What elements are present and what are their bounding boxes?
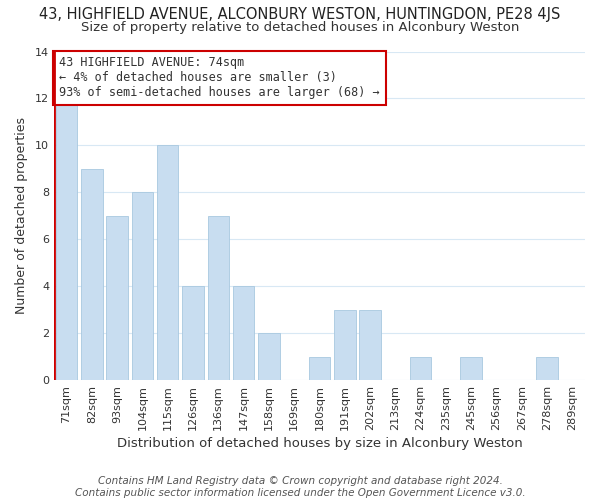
Bar <box>334 310 356 380</box>
Bar <box>81 169 103 380</box>
Text: Contains HM Land Registry data © Crown copyright and database right 2024.
Contai: Contains HM Land Registry data © Crown c… <box>74 476 526 498</box>
Text: 43 HIGHFIELD AVENUE: 74sqm
← 4% of detached houses are smaller (3)
93% of semi-d: 43 HIGHFIELD AVENUE: 74sqm ← 4% of detac… <box>59 56 380 100</box>
Bar <box>258 333 280 380</box>
Bar <box>410 356 431 380</box>
Bar <box>56 98 77 380</box>
Bar <box>208 216 229 380</box>
Bar <box>157 146 178 380</box>
Text: Size of property relative to detached houses in Alconbury Weston: Size of property relative to detached ho… <box>81 21 519 34</box>
Bar <box>182 286 204 380</box>
Bar <box>536 356 558 380</box>
Bar <box>460 356 482 380</box>
X-axis label: Distribution of detached houses by size in Alconbury Weston: Distribution of detached houses by size … <box>116 437 523 450</box>
Bar <box>233 286 254 380</box>
Bar <box>359 310 381 380</box>
Bar <box>309 356 330 380</box>
Bar <box>106 216 128 380</box>
Text: 43, HIGHFIELD AVENUE, ALCONBURY WESTON, HUNTINGDON, PE28 4JS: 43, HIGHFIELD AVENUE, ALCONBURY WESTON, … <box>40 8 560 22</box>
Y-axis label: Number of detached properties: Number of detached properties <box>15 118 28 314</box>
Bar <box>131 192 153 380</box>
